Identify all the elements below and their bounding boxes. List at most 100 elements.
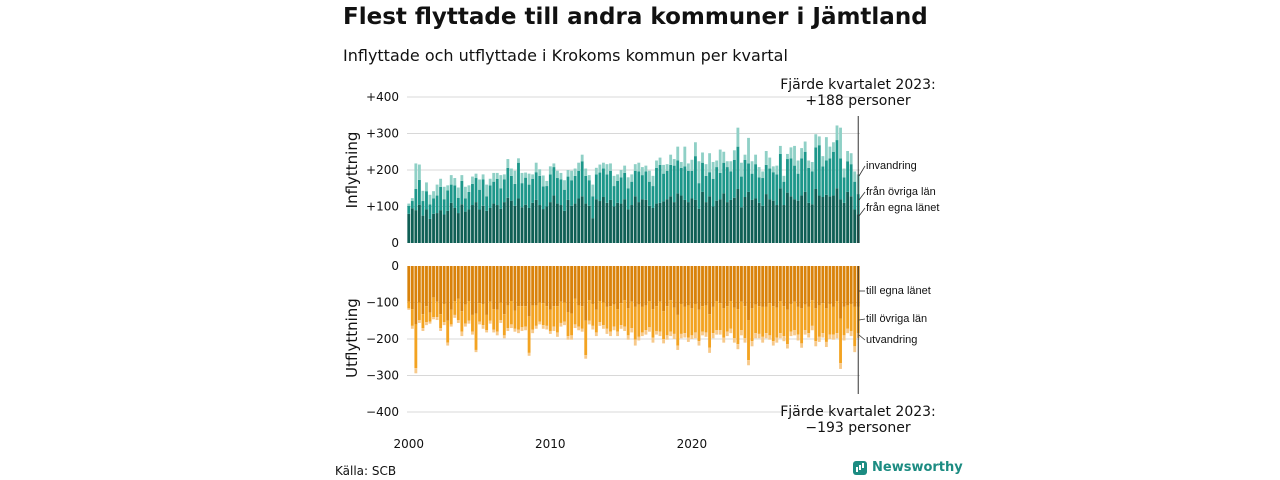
bar-segment-3 <box>623 165 627 173</box>
bar-segment-3 <box>541 325 545 329</box>
bar-segment-2 <box>467 191 471 210</box>
bar-segment-2 <box>655 306 658 331</box>
bar-segment-1 <box>602 266 605 303</box>
bar-segment-3 <box>428 321 432 324</box>
bar-segment-2 <box>435 195 439 214</box>
bar-segment-3 <box>690 159 694 171</box>
bar-segment-1 <box>630 205 634 243</box>
bar-segment-3 <box>771 166 775 173</box>
bar-segment-3 <box>764 151 768 165</box>
bar-segment-1 <box>736 266 740 310</box>
bar-segment-3 <box>853 171 857 182</box>
bar-segment-3 <box>509 324 513 329</box>
bar-segment-1 <box>835 188 839 243</box>
bar-segment-3 <box>658 157 662 165</box>
bar-segment-3 <box>736 127 740 147</box>
bar-segment-3 <box>853 346 857 353</box>
bar-segment-3 <box>686 163 690 171</box>
bar-segment-1 <box>658 266 662 302</box>
bar-segment-2 <box>509 301 513 325</box>
bar-segment-3 <box>520 327 524 331</box>
bar-segment-2 <box>481 303 485 326</box>
bar-segment-2 <box>832 306 835 335</box>
bar-segment-1 <box>446 210 450 243</box>
bar-segment-1 <box>750 199 754 243</box>
bar-segment-3 <box>644 330 648 335</box>
bar-segment-3 <box>789 147 793 159</box>
bar-segment-3 <box>421 190 425 202</box>
x-tick-label: 2000 <box>394 437 425 451</box>
bar-segment-2 <box>697 183 701 209</box>
bar-segment-1 <box>506 197 510 243</box>
bar-segment-1 <box>697 266 701 310</box>
bar-segment-3 <box>715 160 719 168</box>
bar-segment-2 <box>786 309 789 345</box>
bar-segment-2 <box>524 177 527 205</box>
bar-segment-1 <box>453 207 457 243</box>
bar-segment-1 <box>782 266 786 307</box>
bar-segment-2 <box>704 305 708 333</box>
bar-segment-3 <box>460 175 464 181</box>
bar-segment-3 <box>672 159 676 166</box>
bar-segment-1 <box>637 202 641 243</box>
bar-segment-3 <box>732 150 736 160</box>
bar-segment-3 <box>793 145 796 166</box>
bar-segment-2 <box>704 175 708 203</box>
bar-segment-1 <box>849 266 853 304</box>
bar-segment-1 <box>665 199 669 243</box>
bar-segment-1 <box>747 266 750 321</box>
bar-segment-1 <box>570 205 573 243</box>
bar-segment-2 <box>821 303 825 334</box>
bar-segment-3 <box>832 142 835 152</box>
bar-segment-1 <box>594 199 598 243</box>
bar-segment-2 <box>425 306 428 323</box>
bar-segment-1 <box>460 266 464 312</box>
bar-segment-3 <box>821 156 825 167</box>
bar-segment-1 <box>439 266 443 315</box>
bar-segment-3 <box>435 317 439 321</box>
bar-segment-1 <box>432 213 435 243</box>
bar-segment-2 <box>626 308 630 336</box>
bar-segment-1 <box>481 205 485 243</box>
bar-segment-3 <box>534 325 538 329</box>
bar-segment-2 <box>853 306 857 347</box>
bar-segment-2 <box>584 320 588 356</box>
bar-segment-3 <box>552 326 556 331</box>
bar-segment-3 <box>817 336 821 342</box>
bar-segment-2 <box>807 167 811 203</box>
bar-segment-2 <box>417 302 421 321</box>
bar-segment-1 <box>619 266 623 304</box>
bar-segment-3 <box>778 333 782 339</box>
bar-segment-2 <box>520 183 524 208</box>
bar-segment-3 <box>449 175 453 185</box>
bar-segment-1 <box>814 266 818 309</box>
bar-segment-3 <box>754 333 758 339</box>
bar-segment-1 <box>425 266 428 307</box>
bar-segment-2 <box>481 179 485 206</box>
bar-segment-1 <box>456 213 460 243</box>
segment-leader <box>858 334 866 341</box>
bar-segment-3 <box>527 173 531 185</box>
bar-segment-1 <box>485 266 489 315</box>
bar-segment-1 <box>651 207 655 243</box>
bar-segment-1 <box>694 266 697 304</box>
bar-segment-1 <box>566 266 570 312</box>
bar-segment-2 <box>810 300 814 326</box>
bar-segment-3 <box>718 149 722 173</box>
bar-segment-1 <box>481 266 485 304</box>
bar-segment-1 <box>499 266 503 303</box>
bar-segment-3 <box>612 326 616 331</box>
bar-segment-3 <box>814 341 818 347</box>
bar-segment-3 <box>662 339 665 344</box>
bar-segment-1 <box>421 215 425 244</box>
bar-segment-2 <box>453 185 457 208</box>
bar-segment-3 <box>421 328 425 331</box>
bar-segment-3 <box>849 330 853 337</box>
bar-segment-3 <box>626 335 630 340</box>
bar-segment-1 <box>846 266 850 306</box>
bar-segment-1 <box>573 266 577 299</box>
bar-segment-1 <box>640 199 644 243</box>
bar-segment-2 <box>502 179 506 203</box>
bar-segment-3 <box>690 335 694 339</box>
bar-segment-3 <box>594 332 598 337</box>
